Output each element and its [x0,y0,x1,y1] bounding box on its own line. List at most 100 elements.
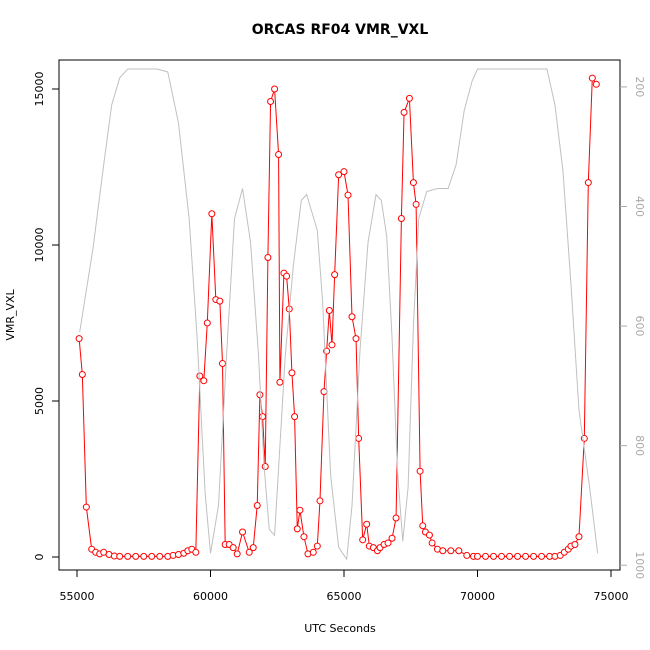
data-point [219,360,227,368]
data-point [498,552,506,560]
data-point [253,502,261,510]
x-tick-label: 60000 [193,590,228,603]
data-point [124,552,132,560]
data-point [203,319,211,327]
data-point [331,271,339,279]
data-point [196,372,204,380]
data-point [363,520,371,528]
data-point [474,552,482,560]
data-point [392,514,400,522]
data-point [288,369,296,377]
series-line [79,68,599,561]
y-tick-label: 0 [33,553,46,560]
data-point [275,151,283,159]
data-point [490,552,498,560]
x-axis-label: UTC Seconds [304,622,376,635]
data-point [384,539,392,547]
data-point [522,552,530,560]
y-axis-label: VMR_VXL [4,288,17,340]
data-point [239,528,247,536]
y-tick-label: 15000 [33,71,46,106]
data-point [300,533,308,541]
data-point [584,179,592,187]
data-point [271,85,279,93]
data-point [439,547,447,555]
chart-title: ORCAS RF04 VMR_VXL [252,22,429,38]
data-point [506,552,514,560]
data-point [313,542,321,550]
data-point [229,544,237,552]
data-point [447,547,455,555]
data-point [276,378,284,386]
y2-tick-label: 200 [633,76,646,97]
data-point [455,547,463,555]
data-point [264,253,272,261]
data-point [156,552,164,560]
data-point [116,552,124,560]
data-point [192,548,200,556]
data-point [340,168,348,176]
data-point [216,297,224,305]
data-point [291,413,299,421]
data-point [482,552,490,560]
data-point [425,531,433,539]
data-point [409,179,417,187]
y2-tick-label: 400 [633,196,646,217]
data-point [75,335,83,343]
data-point [344,191,352,199]
x-tick-label: 75000 [594,590,629,603]
data-point [200,377,208,385]
data-point [405,94,413,102]
data-point [538,552,546,560]
data-point [259,413,267,421]
x-tick-label: 70000 [460,590,495,603]
data-point [132,552,140,560]
data-point [359,536,367,544]
data-point [419,522,427,530]
data-point [530,552,538,560]
y-tick-label: 5000 [33,387,46,415]
series-line [78,76,597,557]
data-point [283,272,291,280]
data-point [428,539,436,547]
data-point [355,434,363,442]
y2-tick-label: 1000 [633,551,646,579]
data-point [335,171,343,179]
data-point [249,544,257,552]
data-point [416,467,424,475]
y2-tick-label: 800 [633,435,646,456]
data-point [148,552,156,560]
data-point [352,335,360,343]
data-point [412,200,420,208]
data-point [514,552,522,560]
data-point [328,341,336,349]
data-point [388,534,396,542]
x-tick-label: 65000 [326,590,361,603]
y2-tick-label: 600 [633,316,646,337]
data-point [140,552,148,560]
data-point [325,307,333,315]
data-point [320,388,328,396]
data-point [245,548,253,556]
data-point [397,214,405,222]
data-point [293,525,301,533]
data-point [348,313,356,321]
data-point [82,503,90,511]
data-point [588,74,596,82]
data-point [233,550,241,558]
data-point [78,370,86,378]
data-point [463,551,471,559]
data-point [261,463,269,471]
y-tick-label: 10000 [33,227,46,262]
plot-frame [58,59,621,571]
data-point [267,97,275,105]
data-point [571,541,579,549]
data-point [208,210,216,218]
data-point [400,108,408,116]
data-point [309,548,317,556]
data-point [592,80,600,88]
data-point [296,506,304,514]
data-point [316,497,324,505]
data-point [575,533,583,541]
